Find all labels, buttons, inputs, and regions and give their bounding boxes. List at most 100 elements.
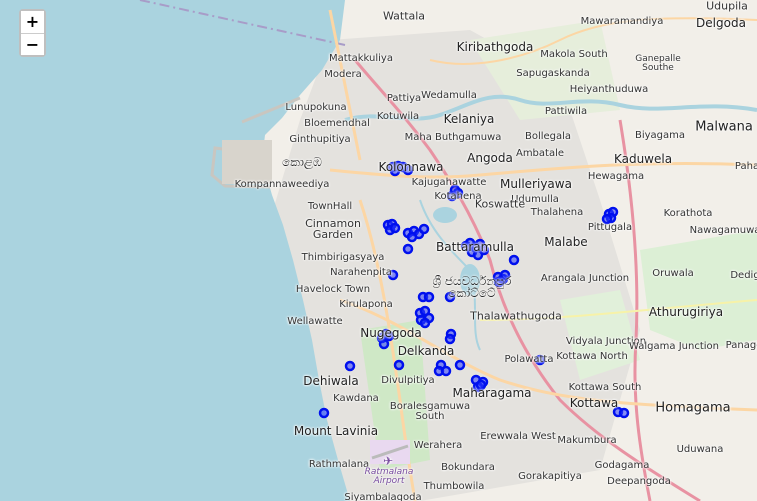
- place-label-battaramulla: Battaramulla: [436, 240, 514, 254]
- place-label-vidyala-junction: Vidyala Junction: [565, 336, 647, 347]
- location-marker[interactable]: [389, 222, 401, 234]
- place-label-uduwana: Uduwana: [676, 444, 724, 455]
- place-label-kotahena: Kotahena: [434, 191, 482, 202]
- place-label-divulpitiya: Divulpitiya: [381, 375, 435, 386]
- location-marker[interactable]: [601, 213, 613, 225]
- place-label-mawaramandiya: Mawaramandiya: [580, 16, 664, 27]
- place-label-ginthupitiya: Ginthupitiya: [289, 134, 351, 145]
- lake: [433, 207, 457, 223]
- place-label-maharagama: Maharagama: [452, 386, 532, 400]
- location-marker[interactable]: [393, 359, 405, 371]
- place-label-bokundara: Bokundara: [441, 462, 495, 473]
- green-area-east: [640, 230, 757, 350]
- airport-icon: ✈: [382, 454, 394, 468]
- location-marker[interactable]: [402, 243, 414, 255]
- place-label-athurugiriya: Athurugiriya: [648, 305, 724, 319]
- place-label-mount-lavinia: Mount Lavinia: [293, 424, 379, 438]
- location-marker[interactable]: [402, 164, 414, 176]
- place-label-malwana: Malwana: [695, 119, 753, 135]
- place-label-pattiya: Pattiya: [386, 93, 422, 104]
- place-label-deepangoda: Deepangoda: [607, 476, 671, 487]
- location-marker[interactable]: [472, 249, 484, 261]
- place-label-thumbowila: Thumbowila: [423, 481, 485, 492]
- location-marker[interactable]: [499, 269, 511, 281]
- place-label-thimbirigasyaya: Thimbirigasyaya: [301, 252, 385, 263]
- location-marker[interactable]: [449, 184, 461, 196]
- location-marker[interactable]: [454, 359, 466, 371]
- place-label-pittugala: Pittugala: [587, 222, 633, 233]
- place-label-sapugaskanda: Sapugaskanda: [516, 68, 590, 79]
- place-label-thalahena: Thalahena: [530, 207, 584, 218]
- marker-layer[interactable]: [318, 160, 630, 419]
- place-label-gorakapitiya: Gorakapitiya: [518, 471, 582, 482]
- location-marker[interactable]: [508, 254, 520, 266]
- place-label-kottawa-north: Kottawa North: [556, 351, 628, 362]
- location-marker[interactable]: [493, 276, 505, 288]
- place-label-kaduwela: Kaduwela: [613, 152, 673, 166]
- location-marker[interactable]: [534, 354, 546, 366]
- primary-road-east: [329, 161, 757, 179]
- place-label-delgoda: Delgoda: [696, 16, 746, 30]
- location-marker[interactable]: [383, 330, 395, 342]
- primary-road-south: [358, 199, 417, 501]
- place-label-kotuwila: Kotuwila: [376, 111, 420, 122]
- place-label-cinnamon-garden: Cinnamon Garden: [305, 217, 361, 241]
- place-label-townhall: TownHall: [307, 201, 353, 212]
- place-label-wedamulla: Wedamulla: [421, 90, 477, 101]
- location-marker[interactable]: [344, 360, 356, 372]
- place-label-mulleriyawa: Mulleriyawa: [500, 177, 572, 191]
- place-label-malabe: Malabe: [544, 235, 588, 249]
- location-marker[interactable]: [444, 291, 456, 303]
- location-marker[interactable]: [318, 407, 330, 419]
- location-marker[interactable]: [618, 407, 630, 419]
- place-label-polwatta: Polawatta: [504, 354, 554, 365]
- location-marker[interactable]: [444, 333, 456, 345]
- primary-road-kandy: [429, 17, 757, 65]
- place-label-lunupokuna: Lunupokuna: [285, 102, 347, 113]
- place-label-godagama: Godagama: [594, 460, 650, 471]
- kelani-river: [344, 94, 757, 122]
- secondary-road: [479, 299, 757, 321]
- location-marker[interactable]: [419, 317, 431, 329]
- zoom-out-button[interactable]: −: [21, 33, 44, 55]
- place-label-kirulapona: Kirulapona: [339, 299, 393, 310]
- place-label-kolonnawa: Kolonnawa: [378, 160, 444, 174]
- location-marker[interactable]: [418, 223, 430, 235]
- runway: [371, 444, 409, 460]
- place-label-havelock-town: Havelock Town: [295, 284, 371, 295]
- place-label-sri-jayawardenepura-sinhala: ශ්‍රී ජයවර්ධනපුර කෝට්ටේ: [432, 274, 512, 300]
- place-label-dedigamuwa: Dedig: [730, 270, 757, 281]
- location-marker[interactable]: [389, 165, 401, 177]
- place-label-wattala: Wattala: [382, 9, 426, 23]
- place-label-rathmalana: Rathmalana: [308, 459, 370, 470]
- location-marker[interactable]: [440, 365, 452, 377]
- zoom-in-button[interactable]: +: [21, 11, 44, 33]
- place-label-kelaniya: Kelaniya: [443, 112, 495, 126]
- outer-circular-highway: [618, 119, 652, 501]
- harbour-breakwater: [210, 146, 271, 189]
- place-label-siyambalagoda: Siyambalagoda: [344, 492, 422, 501]
- location-marker[interactable]: [406, 231, 418, 243]
- place-label-biyagama: Biyagama: [634, 130, 686, 141]
- place-label-nawagamuwa: Nawagamuwa: [689, 225, 757, 236]
- location-marker[interactable]: [378, 338, 390, 350]
- place-label-kompannaweediya: Kompannaweediya: [234, 179, 330, 190]
- place-label-narahenpita: Narahenpita: [330, 267, 392, 278]
- place-label-delkanda: Delkanda: [397, 344, 455, 358]
- place-label-makola-south: Makola South: [540, 49, 608, 60]
- place-label-panagoda: Panago: [725, 340, 757, 351]
- place-label-thalawathugoda: Thalawathugoda: [470, 309, 562, 323]
- location-marker[interactable]: [423, 291, 435, 303]
- place-label-angoda: Angoda: [467, 151, 513, 165]
- place-label-makumbura: Makumbura: [557, 435, 617, 446]
- location-marker[interactable]: [387, 269, 399, 281]
- place-label-maha-buthgamuwa: Maha Buthgamuwa: [404, 132, 502, 143]
- place-label-oruwala: Oruwala: [652, 268, 694, 279]
- place-label-bollegala: Bollegala: [524, 131, 572, 142]
- place-label-walgama-junction: Walgama Junction: [629, 341, 719, 352]
- place-label-kiribathgoda: Kiribathgoda: [456, 40, 534, 54]
- location-marker[interactable]: [475, 379, 487, 391]
- north-breakwater: [241, 96, 301, 124]
